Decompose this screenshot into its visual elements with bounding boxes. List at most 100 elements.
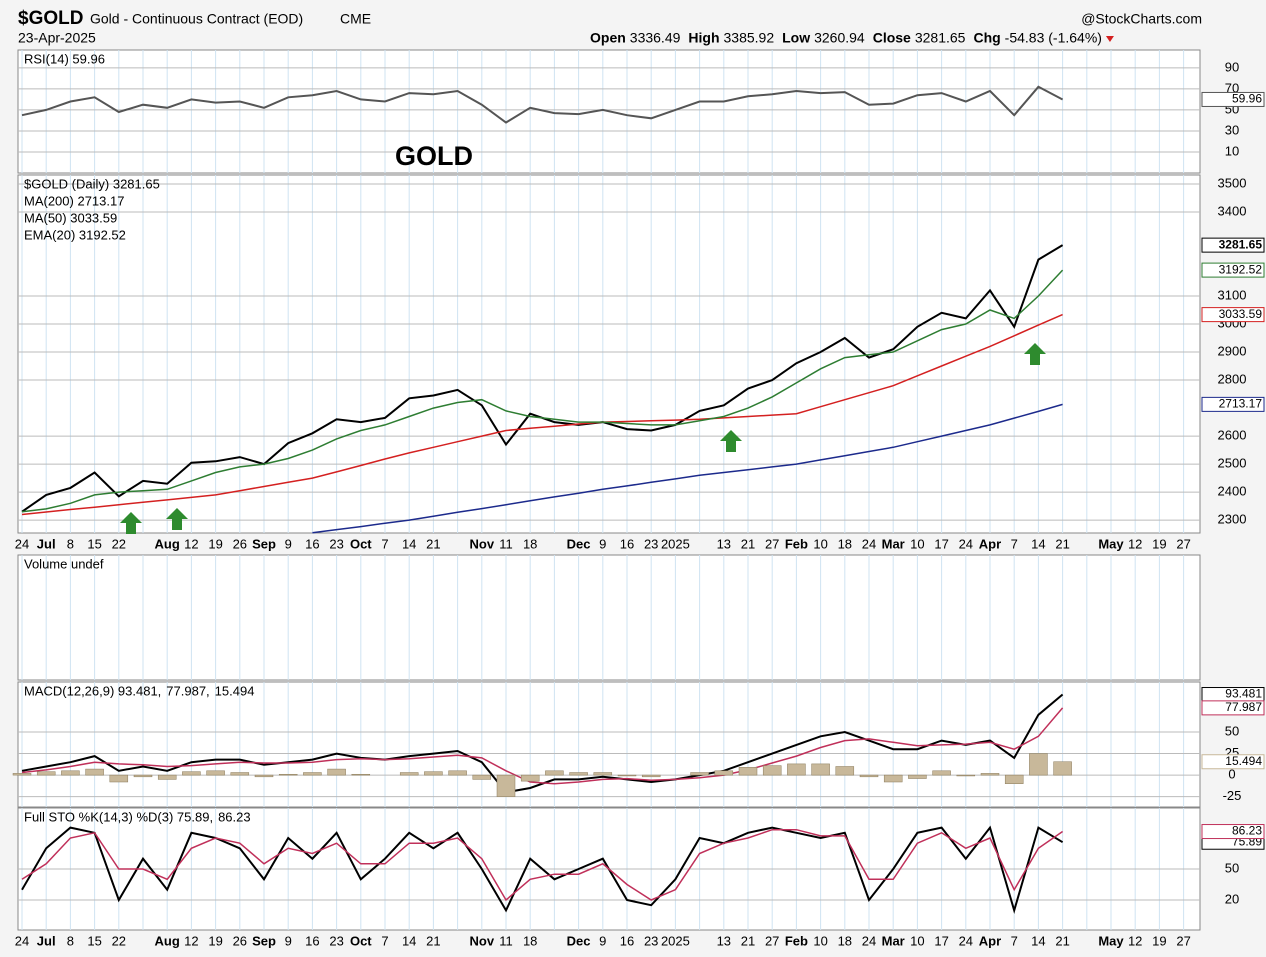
histogram-bar: [472, 774, 492, 780]
value-tag-label: 3033.59: [1219, 307, 1263, 321]
y-tick-label: 10: [1225, 143, 1239, 158]
x-tick-label: 24: [862, 536, 876, 551]
x-tick-label: 23: [644, 933, 658, 948]
histogram-bar: [787, 763, 806, 776]
x-tick-label: 2025: [661, 536, 690, 551]
x-tick-label: 24: [862, 933, 876, 948]
series-line: [21, 828, 1064, 902]
x-tick-label: 24: [959, 536, 973, 551]
histogram-bar: [932, 770, 951, 776]
x-tick-label: 24: [959, 933, 973, 948]
x-tick-label: 9: [599, 536, 606, 551]
histogram-bar: [157, 774, 177, 780]
histogram-bar: [859, 774, 879, 778]
histogram-bar: [835, 766, 855, 776]
x-tick-label: Sep: [252, 536, 276, 551]
x-tick-label: Apr: [979, 536, 1001, 551]
histogram-bar: [61, 770, 80, 776]
histogram-bar: [36, 771, 56, 776]
legend-entry: MA(50) 3033.59: [24, 210, 117, 225]
value-tag: [1201, 307, 1265, 323]
legend-entry: MA(200) 2713.17: [24, 193, 124, 208]
histogram-bar: [448, 770, 467, 776]
x-tick-label: 27: [1176, 536, 1190, 551]
series-line: [21, 825, 1064, 914]
x-tick-label: 15: [87, 933, 101, 948]
x-tick-label: 19: [208, 536, 222, 551]
x-tick-label: 26: [233, 536, 247, 551]
histogram-bar: [351, 773, 371, 776]
x-tick-label: May: [1098, 933, 1124, 948]
value-tag-label: 2713.17: [1219, 397, 1263, 411]
histogram-bar: [1029, 753, 1048, 776]
x-tick-label: 23: [644, 536, 658, 551]
quote-value: 3385.92: [724, 30, 775, 46]
x-tick-label: Aug: [155, 933, 180, 948]
x-tick-label: 10: [813, 933, 827, 948]
panel: [17, 681, 1201, 808]
x-tick-label: 7: [1011, 536, 1018, 551]
down-marker: [1105, 36, 1114, 42]
x-tick-label: 16: [620, 536, 634, 551]
value-tag: [1201, 396, 1265, 412]
quote-value: 3281.65: [915, 30, 966, 46]
x-tick-label: 24: [15, 536, 29, 551]
histogram-bar: [617, 774, 637, 777]
exchange: CME: [340, 11, 371, 27]
panel: [17, 554, 1201, 681]
x-tick-label: 26: [233, 933, 247, 948]
arrow: [1024, 343, 1046, 365]
histogram-bar: [714, 770, 734, 776]
legend-entry: RSI(14) 59.96: [24, 51, 105, 66]
value-tag-label: 3281.65: [1219, 237, 1263, 251]
x-tick-label: 11: [499, 933, 513, 948]
x-tick-label: 13: [717, 933, 731, 948]
histogram-bar: [1053, 761, 1072, 776]
value-tag: [1201, 824, 1265, 840]
x-tick-label: 14: [402, 536, 416, 551]
histogram-bar: [182, 771, 201, 776]
x-tick-label: 16: [305, 536, 319, 551]
x-tick-label: 7: [381, 536, 388, 551]
legend-entry: 86.23: [218, 809, 251, 824]
histogram-bar: [811, 763, 830, 776]
x-tick-label: 27: [765, 536, 779, 551]
x-tick-label: 11: [499, 536, 513, 551]
quote-label: Low: [782, 30, 810, 46]
histogram-bar: [762, 765, 782, 776]
x-tick-label: 16: [620, 933, 634, 948]
x-tick-label: 12: [1128, 536, 1142, 551]
histogram-bar: [738, 767, 758, 776]
source: @StockCharts.com: [1081, 11, 1202, 27]
x-tick-label: 9: [599, 933, 606, 948]
y-tick-label: 3500: [1218, 175, 1247, 190]
histogram-bar: [520, 774, 540, 782]
histogram-bar: [593, 772, 613, 776]
x-tick-label: Oct: [350, 536, 372, 551]
x-tick-label: Oct: [350, 933, 372, 948]
x-tick-label: 22: [112, 536, 126, 551]
x-tick-label: 23: [329, 933, 343, 948]
x-tick-label: Apr: [979, 933, 1001, 948]
x-tick-label: 23: [329, 536, 343, 551]
instrument-name: Gold - Continuous Contract (EOD): [90, 11, 303, 27]
x-tick-label: 18: [523, 933, 537, 948]
x-tick-label: Aug: [155, 536, 180, 551]
value-tag-label: 86.23: [1232, 824, 1262, 838]
quote-label: Open: [590, 30, 626, 46]
y-tick-label: 2800: [1218, 371, 1247, 386]
x-tick-label: 19: [1152, 933, 1166, 948]
x-tick-label: 14: [1031, 933, 1045, 948]
legend-entry: 77.987,: [166, 683, 209, 698]
x-tick-label: 18: [523, 536, 537, 551]
x-tick-label: Sep: [252, 933, 276, 948]
value-tag: [1201, 700, 1265, 716]
series-line: [21, 693, 1064, 794]
x-tick-label: 16: [305, 933, 319, 948]
histogram-bar: [133, 774, 153, 778]
x-tick-label: 17: [934, 933, 948, 948]
histogram-bar: [327, 768, 346, 776]
quote-label: High: [688, 30, 719, 46]
series-line: [21, 707, 1064, 785]
